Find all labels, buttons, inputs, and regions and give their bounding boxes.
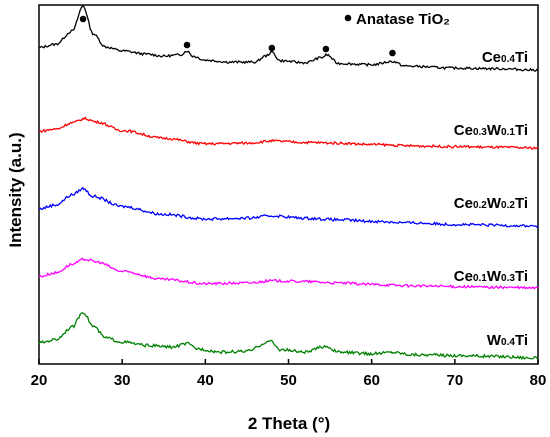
series-label: Ce0.1W0.3Ti — [454, 268, 528, 285]
x-tick-label: 60 — [363, 372, 380, 389]
series-line — [38, 312, 539, 361]
x-axis-label: 2 Theta (°) — [248, 414, 330, 433]
series-line — [38, 5, 539, 72]
anatase-peak-markers — [79, 15, 396, 57]
peak-marker — [389, 49, 396, 57]
peak-marker — [268, 44, 276, 52]
x-tick-label: 30 — [114, 372, 131, 389]
peak-marker — [79, 15, 87, 23]
series-label: Ce0.3W0.1Ti — [454, 122, 528, 139]
legend: Anatase TiO₂ — [344, 11, 450, 28]
x-tick-label: 70 — [446, 372, 463, 389]
y-axis-label: Intensity (a.u.) — [6, 132, 25, 247]
x-axis-ticks: 20 30 40 50 60 70 80 — [31, 359, 547, 389]
plot-frame — [38, 4, 539, 365]
x-tick-label: 80 — [530, 372, 547, 389]
series-label: W0.4Ti — [487, 332, 528, 349]
x-tick-label: 40 — [197, 372, 214, 389]
series-labels: Ce0.4Ti Ce0.3W0.1Ti Ce0.2W0.2Ti Ce0.1W0.3Ti… — [454, 49, 528, 349]
x-tick-label: 50 — [280, 372, 297, 389]
series-lines — [38, 5, 539, 361]
series-line — [38, 116, 539, 150]
peak-marker — [183, 41, 191, 49]
series-line — [38, 257, 539, 290]
series-label: Ce0.4Ti — [482, 49, 528, 66]
x-tick-label: 20 — [31, 372, 48, 389]
series-line — [38, 186, 539, 228]
series-label: Ce0.2W0.2Ti — [454, 195, 528, 212]
legend-marker-icon — [344, 14, 352, 22]
legend-label: Anatase TiO₂ — [356, 11, 450, 28]
peak-marker — [322, 45, 330, 53]
